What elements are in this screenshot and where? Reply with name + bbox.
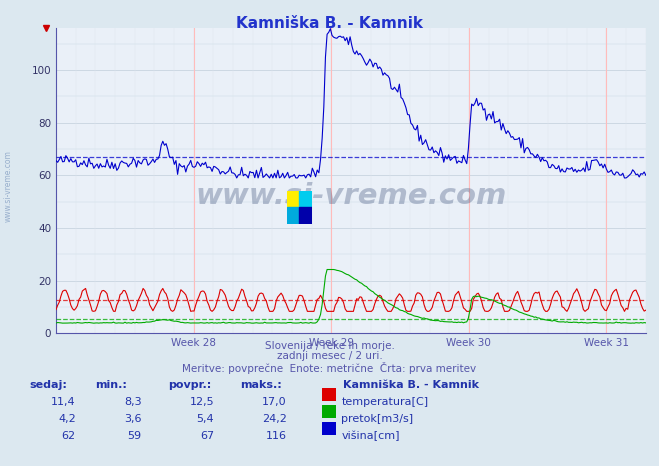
Bar xyxy=(299,207,312,224)
Text: 116: 116 xyxy=(266,431,287,441)
Text: 12,5: 12,5 xyxy=(190,397,214,407)
Text: Meritve: povprečne  Enote: metrične  Črta: prva meritev: Meritve: povprečne Enote: metrične Črta:… xyxy=(183,362,476,374)
Text: sedaj:: sedaj: xyxy=(30,380,67,390)
Text: temperatura[C]: temperatura[C] xyxy=(341,397,428,407)
Text: Kamniška B. - Kamnik: Kamniška B. - Kamnik xyxy=(236,16,423,31)
Text: maks.:: maks.: xyxy=(241,380,282,390)
Text: Kamniška B. - Kamnik: Kamniška B. - Kamnik xyxy=(343,380,478,390)
Text: min.:: min.: xyxy=(96,380,127,390)
Bar xyxy=(287,207,299,224)
Text: 5,4: 5,4 xyxy=(196,414,214,424)
Text: 59: 59 xyxy=(128,431,142,441)
Text: 4,2: 4,2 xyxy=(58,414,76,424)
Text: 8,3: 8,3 xyxy=(124,397,142,407)
Bar xyxy=(299,191,312,207)
Text: pretok[m3/s]: pretok[m3/s] xyxy=(341,414,413,424)
Text: www.si-vreme.com: www.si-vreme.com xyxy=(195,182,507,210)
Text: povpr.:: povpr.: xyxy=(168,380,212,390)
Text: 11,4: 11,4 xyxy=(51,397,76,407)
Bar xyxy=(287,191,299,207)
Text: Slovenija / reke in morje.: Slovenija / reke in morje. xyxy=(264,341,395,351)
Text: 67: 67 xyxy=(200,431,214,441)
Text: 62: 62 xyxy=(62,431,76,441)
Text: 3,6: 3,6 xyxy=(124,414,142,424)
Text: 24,2: 24,2 xyxy=(262,414,287,424)
Text: 17,0: 17,0 xyxy=(262,397,287,407)
Text: višina[cm]: višina[cm] xyxy=(341,431,400,441)
Text: zadnji mesec / 2 uri.: zadnji mesec / 2 uri. xyxy=(277,351,382,361)
Text: www.si-vreme.com: www.si-vreme.com xyxy=(3,151,13,222)
